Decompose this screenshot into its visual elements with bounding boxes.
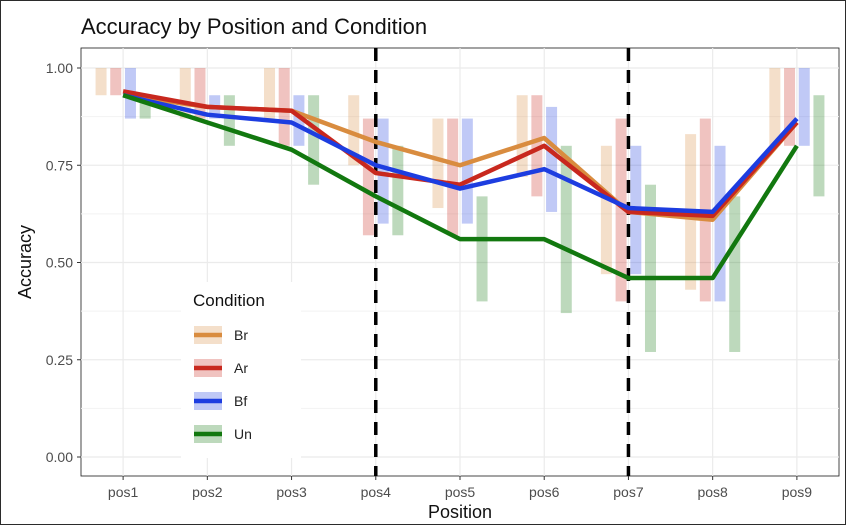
- interval-bar-un: [139, 95, 151, 119]
- legend-label-ar: Ar: [234, 360, 248, 376]
- y-tick-label: 0.75: [46, 157, 73, 173]
- interval-bar-un: [308, 95, 320, 185]
- y-tick-label: 0.50: [46, 255, 73, 271]
- x-tick-label: pos4: [361, 484, 392, 500]
- x-tick-label: pos8: [697, 484, 728, 500]
- legend-items: Br Ar Bf Un: [194, 326, 252, 443]
- legend-label-br: Br: [234, 327, 248, 343]
- interval-bar-ar: [110, 68, 122, 96]
- interval-bar-un: [729, 196, 741, 352]
- interval-bar-un: [560, 145, 572, 314]
- y-tick-label: 0.00: [46, 449, 73, 465]
- interval-bar-ar: [278, 68, 290, 146]
- interval-bar-ar: [447, 118, 459, 236]
- axis-ticks: 0.00 0.25 0.50 0.75 1.00 pos1 pos2 pos3 pos4 pos5…: [46, 60, 813, 500]
- x-tick-label: pos3: [276, 484, 307, 500]
- interval-bar-br: [179, 68, 191, 119]
- series-line-bf: [122, 93, 799, 215]
- grid-layer: [81, 48, 839, 476]
- interval-bar-br: [264, 68, 276, 119]
- boundary-lines: [374, 48, 631, 476]
- interval-bar-un: [813, 95, 825, 197]
- legend-title: Condition: [193, 291, 265, 310]
- x-tick-label: pos2: [192, 484, 223, 500]
- interval-bar-bf: [293, 95, 305, 146]
- interval-bar-bf: [461, 118, 473, 224]
- interval-bar-un: [644, 184, 656, 352]
- legend-label-un: Un: [234, 426, 252, 442]
- interval-bar-br: [348, 95, 360, 166]
- y-tick-label: 1.00: [46, 60, 73, 76]
- interval-bar-br: [432, 118, 444, 209]
- x-tick-label: pos5: [445, 484, 476, 500]
- interval-bar-bf: [546, 106, 558, 212]
- interval-bar-bf: [714, 145, 726, 302]
- interval-bar-br: [95, 68, 107, 96]
- x-tick-label: pos6: [529, 484, 560, 500]
- series-lines: [122, 89, 799, 281]
- interval-bar-bf: [377, 118, 389, 224]
- x-tick-label: pos1: [108, 484, 139, 500]
- interval-bar-br: [769, 68, 781, 146]
- interval-bar-un: [392, 145, 404, 236]
- series-line-ar: [122, 89, 799, 219]
- y-tick-label: 0.25: [46, 352, 73, 368]
- y-axis-title: Accuracy: [15, 225, 35, 299]
- x-tick-label: pos9: [782, 484, 813, 500]
- interval-bar-bf: [798, 68, 810, 146]
- series-line-un: [122, 93, 799, 281]
- interval-bar-un: [476, 196, 488, 302]
- x-tick-label: pos7: [613, 484, 644, 500]
- interval-bar-br: [516, 95, 528, 177]
- chart-title: Accuracy by Position and Condition: [81, 14, 427, 39]
- interval-bar-br: [600, 145, 612, 275]
- interval-bar-ar: [362, 118, 374, 236]
- interval-bar-ar: [784, 68, 796, 146]
- legend: Condition Br Ar Bf Un: [181, 282, 301, 458]
- x-axis-title: Position: [428, 502, 492, 522]
- interval-bar-ar: [194, 68, 206, 119]
- interval-bar-ar: [531, 95, 543, 197]
- legend-label-bf: Bf: [234, 393, 247, 409]
- interval-bar-un: [223, 95, 235, 146]
- interval-bar-ar: [615, 118, 627, 302]
